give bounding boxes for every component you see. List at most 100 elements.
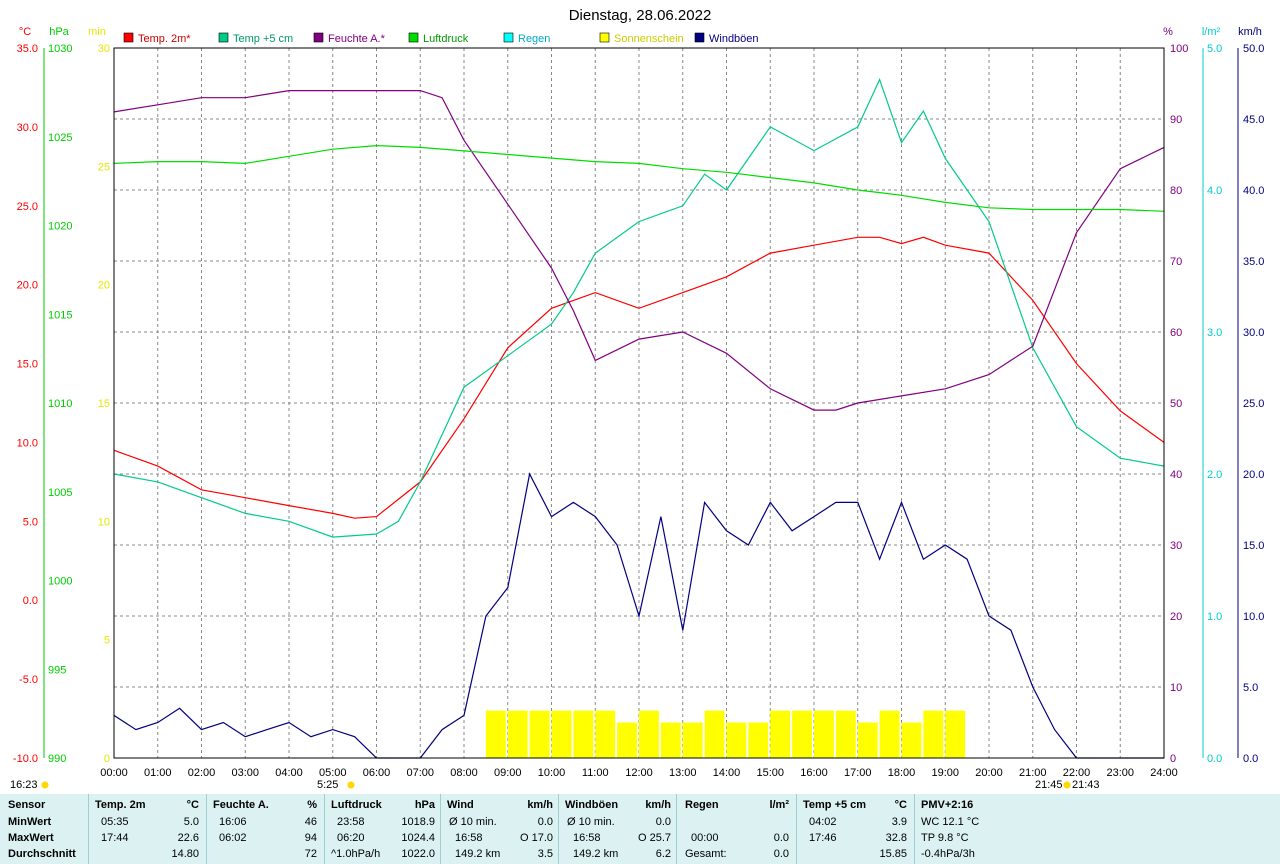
- stats-windboeen-max-time: 16:58: [573, 832, 601, 844]
- axis-tick-temp_c: 5.0: [23, 516, 38, 528]
- sunshine-bar: [835, 710, 856, 758]
- axis-tick-humidity_pct: 70: [1170, 256, 1182, 268]
- legend-swatch: [123, 32, 134, 43]
- axis-tick-temp_c: 30.0: [17, 122, 38, 134]
- sunshine-bar: [901, 722, 922, 758]
- axis-tick-gust_kmh: 5.0: [1243, 682, 1258, 694]
- stats-temp2m-unit: °C: [186, 799, 199, 811]
- stats-pmv-header: PMV+2:16: [921, 799, 974, 811]
- x-tick-label: 16:00: [800, 767, 828, 779]
- sunshine-bar: [814, 710, 834, 758]
- x-tick-label: 24:00: [1150, 767, 1178, 779]
- sunshine-bar: [507, 710, 528, 758]
- series-line-temp-5-cm: [113, 77, 1165, 538]
- sunshine-bar: [748, 722, 769, 758]
- legend-swatch: [694, 32, 705, 43]
- x-tick-label: 02:00: [188, 767, 216, 779]
- axis-tick-sunshine_min: 25: [98, 161, 110, 173]
- stats-temp5cm-max-time: 17:46: [809, 832, 837, 844]
- stats-temp5cm-column: Temp +5 cm °C 04:02 3.9 17:46 32.8 15.85: [796, 794, 915, 864]
- legend-label: Sonnenschein: [614, 33, 684, 45]
- x-tick-label: 20:00: [975, 767, 1003, 779]
- axis-tick-gust_kmh: 45.0: [1243, 114, 1264, 126]
- statistics-panel: Sensor MinWert MaxWert Durchschnitt Temp…: [0, 794, 1280, 864]
- axis-tick-rain_lm2: 0.0: [1207, 753, 1222, 765]
- axis-tick-gust_kmh: 35.0: [1243, 256, 1264, 268]
- stats-temp2m-min-time: 05:35: [101, 816, 129, 828]
- axis-tick-humidity_pct: 60: [1170, 327, 1182, 339]
- stats-luftdruck-header: Luftdruck: [331, 799, 382, 811]
- stats-pmv-column: PMV+2:16 WC 12.1 °C TP 9.8 °C -0.4hPa/3h: [914, 794, 1280, 864]
- x-tick-label: 14:00: [713, 767, 741, 779]
- stats-row-label-max: MaxWert: [8, 832, 54, 844]
- axis-tick-sunshine_min: 0: [104, 753, 110, 765]
- sunset-time-label: 21:45: [1035, 779, 1063, 790]
- stats-pmv-pressure-trend: -0.4hPa/3h: [921, 848, 975, 860]
- stats-regen-column: Regen l/m² 00:00 0.0 Gesamt: 0.0: [676, 794, 797, 864]
- stats-feuchte-max-time: 06:02: [219, 832, 247, 844]
- axis-tick-rain_lm2: 3.0: [1207, 327, 1222, 339]
- sunshine-bar: [792, 710, 812, 758]
- stats-wind-column: Wind km/h Ø 10 min. 0.0 16:58 O 17.0 149…: [440, 794, 559, 864]
- x-tick-label: 05:00: [319, 767, 347, 779]
- stats-windboeen-min-label: Ø 10 min.: [567, 816, 615, 828]
- sunshine-bar: [770, 710, 791, 758]
- axis-tick-pressure_hpa: 1020: [48, 221, 72, 233]
- stats-regen-total-label: Gesamt:: [685, 848, 727, 860]
- axis-tick-humidity_pct: 50: [1170, 398, 1182, 410]
- legend-swatch: [408, 32, 419, 43]
- stats-luftdruck-max-value: 1024.4: [401, 832, 435, 844]
- stats-regen-unit: l/m²: [769, 799, 789, 811]
- stats-wind-distance: 149.2 km: [455, 848, 501, 860]
- stats-temp5cm-min-value: 3.9: [891, 816, 907, 828]
- stats-sensor-column: Sensor MinWert MaxWert Durchschnitt: [0, 794, 88, 864]
- legend-swatch: [503, 32, 514, 43]
- sunshine-bar: [879, 710, 900, 758]
- axis-tick-gust_kmh: 40.0: [1243, 185, 1264, 197]
- stats-luftdruck-max-time: 06:20: [337, 832, 365, 844]
- stats-feuchte-avg-value: 72: [304, 848, 317, 860]
- series-line-luftdruck: [113, 144, 1165, 212]
- stats-temp2m-max-time: 17:44: [101, 832, 129, 844]
- plot-frame: [113, 47, 1165, 759]
- axis-tick-temp_c: 25.0: [17, 201, 38, 213]
- axis-tick-gust_kmh: 20.0: [1243, 469, 1264, 481]
- stats-regen-total-value: 0.0: [773, 848, 789, 860]
- sunshine-bar: [617, 722, 637, 758]
- sunrise-sun-icon: [347, 781, 355, 789]
- axis-layer: 35.0 30.0 25.0 20.0 15.0 10.0 5.0 0.0 -5.0 -10.0 °…: [13, 26, 1265, 779]
- axis-tick-sunshine_min: 30: [98, 43, 110, 55]
- stats-feuchte-unit: %: [307, 799, 317, 811]
- sunshine-bar: [529, 710, 550, 758]
- stats-temp5cm-avg-value: 15.85: [879, 848, 907, 860]
- stats-windboeen-header: Windböen: [565, 799, 619, 811]
- axis-tick-rain_lm2: 1.0: [1207, 611, 1222, 623]
- series-line-feuchte-a: [113, 89, 1165, 411]
- stats-feuchte-header: Feuchte A.: [213, 799, 269, 811]
- axis-tick-pressure_hpa: 1000: [48, 576, 72, 588]
- legend-label: Temp. 2m*: [138, 33, 191, 45]
- axis-tick-temp_c: 20.0: [17, 280, 38, 292]
- stats-luftdruck-trend: ^1.0hPa/h: [331, 848, 381, 860]
- stats-regen-max-value: 0.0: [773, 832, 789, 844]
- sunshine-bar: [485, 710, 506, 758]
- x-tick-label: 21:00: [1019, 767, 1047, 779]
- stats-sensor-header: Sensor: [8, 799, 46, 811]
- grid-layer: [114, 48, 1164, 758]
- stats-windboeen-unit: km/h: [645, 799, 671, 811]
- legend-swatch: [218, 32, 229, 43]
- axis-tick-gust_kmh: 0.0: [1243, 753, 1258, 765]
- legend: Temp. 2m* Temp +5 cm Feuchte A.* Luftdruck R…: [123, 32, 759, 45]
- axis-unit-gust_kmh: km/h: [1238, 26, 1262, 38]
- x-tick-label: 23:00: [1106, 767, 1134, 779]
- stats-feuchte-min-value: 46: [304, 816, 317, 828]
- stats-pmv-dewpoint: TP 9.8 °C: [921, 832, 969, 844]
- x-tick-label: 08:00: [450, 767, 478, 779]
- sunshine-bars: [485, 710, 966, 758]
- x-tick-label: 19:00: [931, 767, 959, 779]
- axis-tick-rain_lm2: 4.0: [1207, 185, 1222, 197]
- chart-title: Dienstag, 28.06.2022: [569, 7, 712, 24]
- x-tick-label: 10:00: [538, 767, 566, 779]
- sunshine-bar: [551, 710, 572, 758]
- stats-temp2m-column: Temp. 2m °C 05:35 5.0 17:44 22.6 14.80: [88, 794, 207, 864]
